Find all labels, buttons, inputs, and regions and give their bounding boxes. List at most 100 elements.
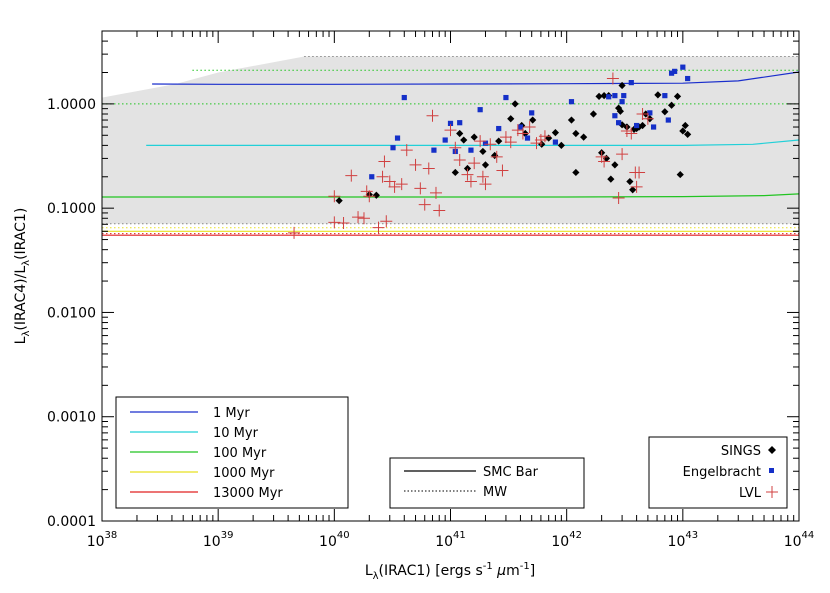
axis-ticks: 1038 1039 1040 1041 1042 1043 10440.00010.0010… [47, 31, 814, 550]
y-tick-label: 0.0100 [47, 305, 96, 321]
engelbracht-point [529, 110, 535, 116]
engelbracht-point [369, 174, 375, 180]
engelbracht-point [634, 122, 640, 129]
lvl-point [641, 112, 654, 125]
sings-point [607, 175, 615, 183]
engelbracht-point [477, 107, 483, 113]
engelbracht-point [401, 94, 407, 101]
x-tick-label: 1038 [87, 530, 118, 550]
engelbracht-point [672, 68, 678, 74]
lvl-point [449, 141, 462, 154]
lvl-point [395, 178, 408, 191]
lvl-point [464, 175, 477, 188]
legend-label-1-myr: 1 Myr [213, 406, 250, 421]
x-tick-label-exp: 41 [453, 530, 466, 541]
x-tick-label-base: 10 [319, 534, 337, 550]
data-points [288, 64, 692, 239]
x-tick-label-base: 10 [203, 534, 221, 550]
x-tick-label: 1044 [784, 530, 815, 550]
lvl-point [504, 136, 517, 149]
lvl-point [426, 109, 439, 122]
legend-samples-box [648, 436, 788, 509]
lvl-point [523, 121, 536, 134]
band-layer [102, 56, 799, 224]
y-tick-label: 0.1000 [47, 201, 96, 217]
sings-point [654, 91, 662, 99]
lvl-point [490, 150, 503, 163]
sings-point [456, 129, 464, 138]
x-axis-label-part: -1 [483, 561, 493, 572]
sings-point [667, 101, 676, 109]
x-tick-label-exp: 44 [802, 530, 815, 541]
lvl-point [378, 155, 391, 168]
y-axis-label: Lλ(IRAC4)/Lλ(IRAC1) [13, 208, 32, 345]
x-tick-label-base: 10 [551, 534, 569, 550]
y-tick-label: 1.0000 [47, 97, 96, 113]
sings-point [616, 107, 624, 115]
sings-point [470, 133, 478, 141]
sings-point [600, 92, 608, 100]
engelbracht-point [552, 139, 559, 145]
envelope-band [102, 56, 799, 224]
legend-label-10-myr: 10 Myr [213, 426, 259, 441]
lvl-point [453, 153, 466, 166]
lvl-point [363, 190, 376, 203]
legend-samples: SINGS Engelbracht LVL [648, 436, 788, 509]
sings-point [538, 140, 546, 148]
lvl-point [484, 138, 497, 151]
engelbracht-point [503, 94, 509, 101]
engelbracht-point [524, 135, 531, 141]
lvl-point [388, 180, 401, 193]
sings-point [629, 186, 637, 194]
engelbracht-point [442, 137, 448, 143]
lvl-point [400, 144, 413, 157]
lvl-point [429, 186, 442, 199]
sings-point [618, 81, 626, 90]
lvl-point [380, 215, 393, 228]
lvl-point [328, 190, 341, 203]
lvl-point [357, 212, 370, 225]
legend-label-100-myr: 100 Myr [213, 446, 267, 461]
sings-point [335, 197, 343, 205]
model-lines [102, 56, 799, 236]
lvl-point [352, 211, 365, 224]
lvl-point [383, 175, 396, 188]
series-line-1 [146, 139, 799, 146]
engelbracht-point [662, 93, 668, 99]
legend-marker-engelbracht [769, 468, 774, 473]
x-tick-label: 1039 [203, 530, 234, 550]
sings-point [626, 177, 634, 186]
sings-point [529, 116, 537, 124]
x-tick-label: 1041 [435, 530, 466, 550]
legend-marker-sings [768, 446, 776, 454]
series-line-0 [152, 71, 799, 85]
lvl-point [418, 198, 431, 211]
x-axis-label-part: λ [373, 571, 379, 582]
lvl-point [499, 131, 512, 144]
x-axis-label-part: (IRAC1) [ergs s [379, 563, 483, 579]
lvl-point [337, 217, 350, 230]
lvl-point [538, 130, 551, 143]
engelbracht-point [647, 110, 653, 116]
lvl-point [422, 162, 435, 175]
x-tick-label-base: 10 [87, 534, 105, 550]
x-tick-label: 1042 [551, 530, 582, 550]
engelbracht-point [621, 93, 627, 99]
lvl-point [468, 157, 481, 170]
sings-point [511, 100, 519, 108]
y-tick-label: 0.0001 [47, 514, 96, 530]
engelbracht-point [606, 94, 612, 100]
lvl-point [636, 107, 649, 120]
x-axis-label-part: -1 [520, 561, 530, 572]
lvl-point [433, 204, 446, 217]
lvl-point [633, 166, 646, 179]
series-line-2 [102, 193, 799, 198]
sings-point [372, 191, 380, 199]
sings-point [481, 161, 490, 169]
engelbracht-point [650, 124, 657, 130]
x-tick-label-exp: 42 [569, 530, 582, 541]
sings-point [507, 115, 515, 123]
lvl-point [598, 155, 611, 168]
sings-point [673, 92, 682, 100]
lvl-point [345, 169, 358, 182]
